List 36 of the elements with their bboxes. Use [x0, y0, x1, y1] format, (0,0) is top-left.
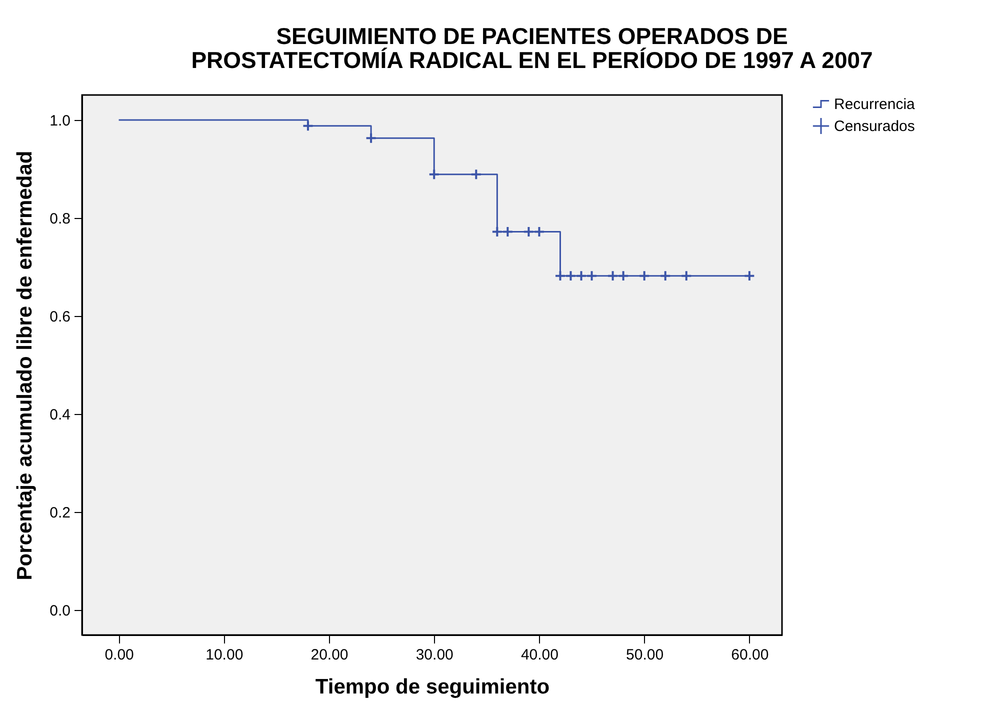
- y-tick-label: 0.2: [50, 504, 70, 522]
- legend-label: Recurrencia: [834, 96, 916, 113]
- x-tick-label: 10.00: [206, 646, 244, 664]
- x-tick-label: 40.00: [520, 646, 558, 664]
- x-tick-label: 30.00: [416, 646, 454, 664]
- y-tick-label: 0.8: [50, 210, 70, 228]
- y-tick-label: 0.6: [50, 308, 70, 326]
- point: [576, 270, 587, 282]
- point: [554, 270, 566, 282]
- point: [522, 226, 534, 238]
- y-tick-label: 1.0: [50, 112, 70, 130]
- chart-title: SEGUIMIENTO DE PACIENTES OPERADOS DE PROSTATECTOMÍA RADICAL EN EL PERÍODO DE 1997 A 2007: [191, 23, 873, 73]
- x-tick-label: 60.00: [731, 646, 769, 664]
- legend-label: Censurados: [834, 118, 915, 135]
- point: [680, 270, 692, 282]
- point: [365, 132, 377, 144]
- y-tick-label: 0.4: [50, 406, 70, 424]
- y-axis-title: Porcentaje acumulado libre de enfermedad: [14, 150, 37, 580]
- point: [470, 168, 482, 180]
- x-tick-label: 20.00: [310, 646, 348, 664]
- point: [533, 226, 545, 238]
- point: [638, 270, 650, 282]
- x-tick-label: 0.00: [104, 646, 134, 664]
- point: [660, 270, 672, 282]
- x-tick-label: 50.00: [626, 646, 664, 664]
- point: [586, 270, 598, 282]
- point: [744, 270, 756, 282]
- point: [564, 270, 576, 282]
- point: [491, 226, 503, 238]
- point: [618, 270, 630, 282]
- point: [502, 226, 514, 238]
- point: [428, 168, 440, 180]
- x-axis-title: Tiempo de seguimiento: [315, 676, 550, 698]
- point: [607, 270, 619, 282]
- y-tick-label: 0.0: [50, 602, 70, 620]
- point: [302, 120, 314, 132]
